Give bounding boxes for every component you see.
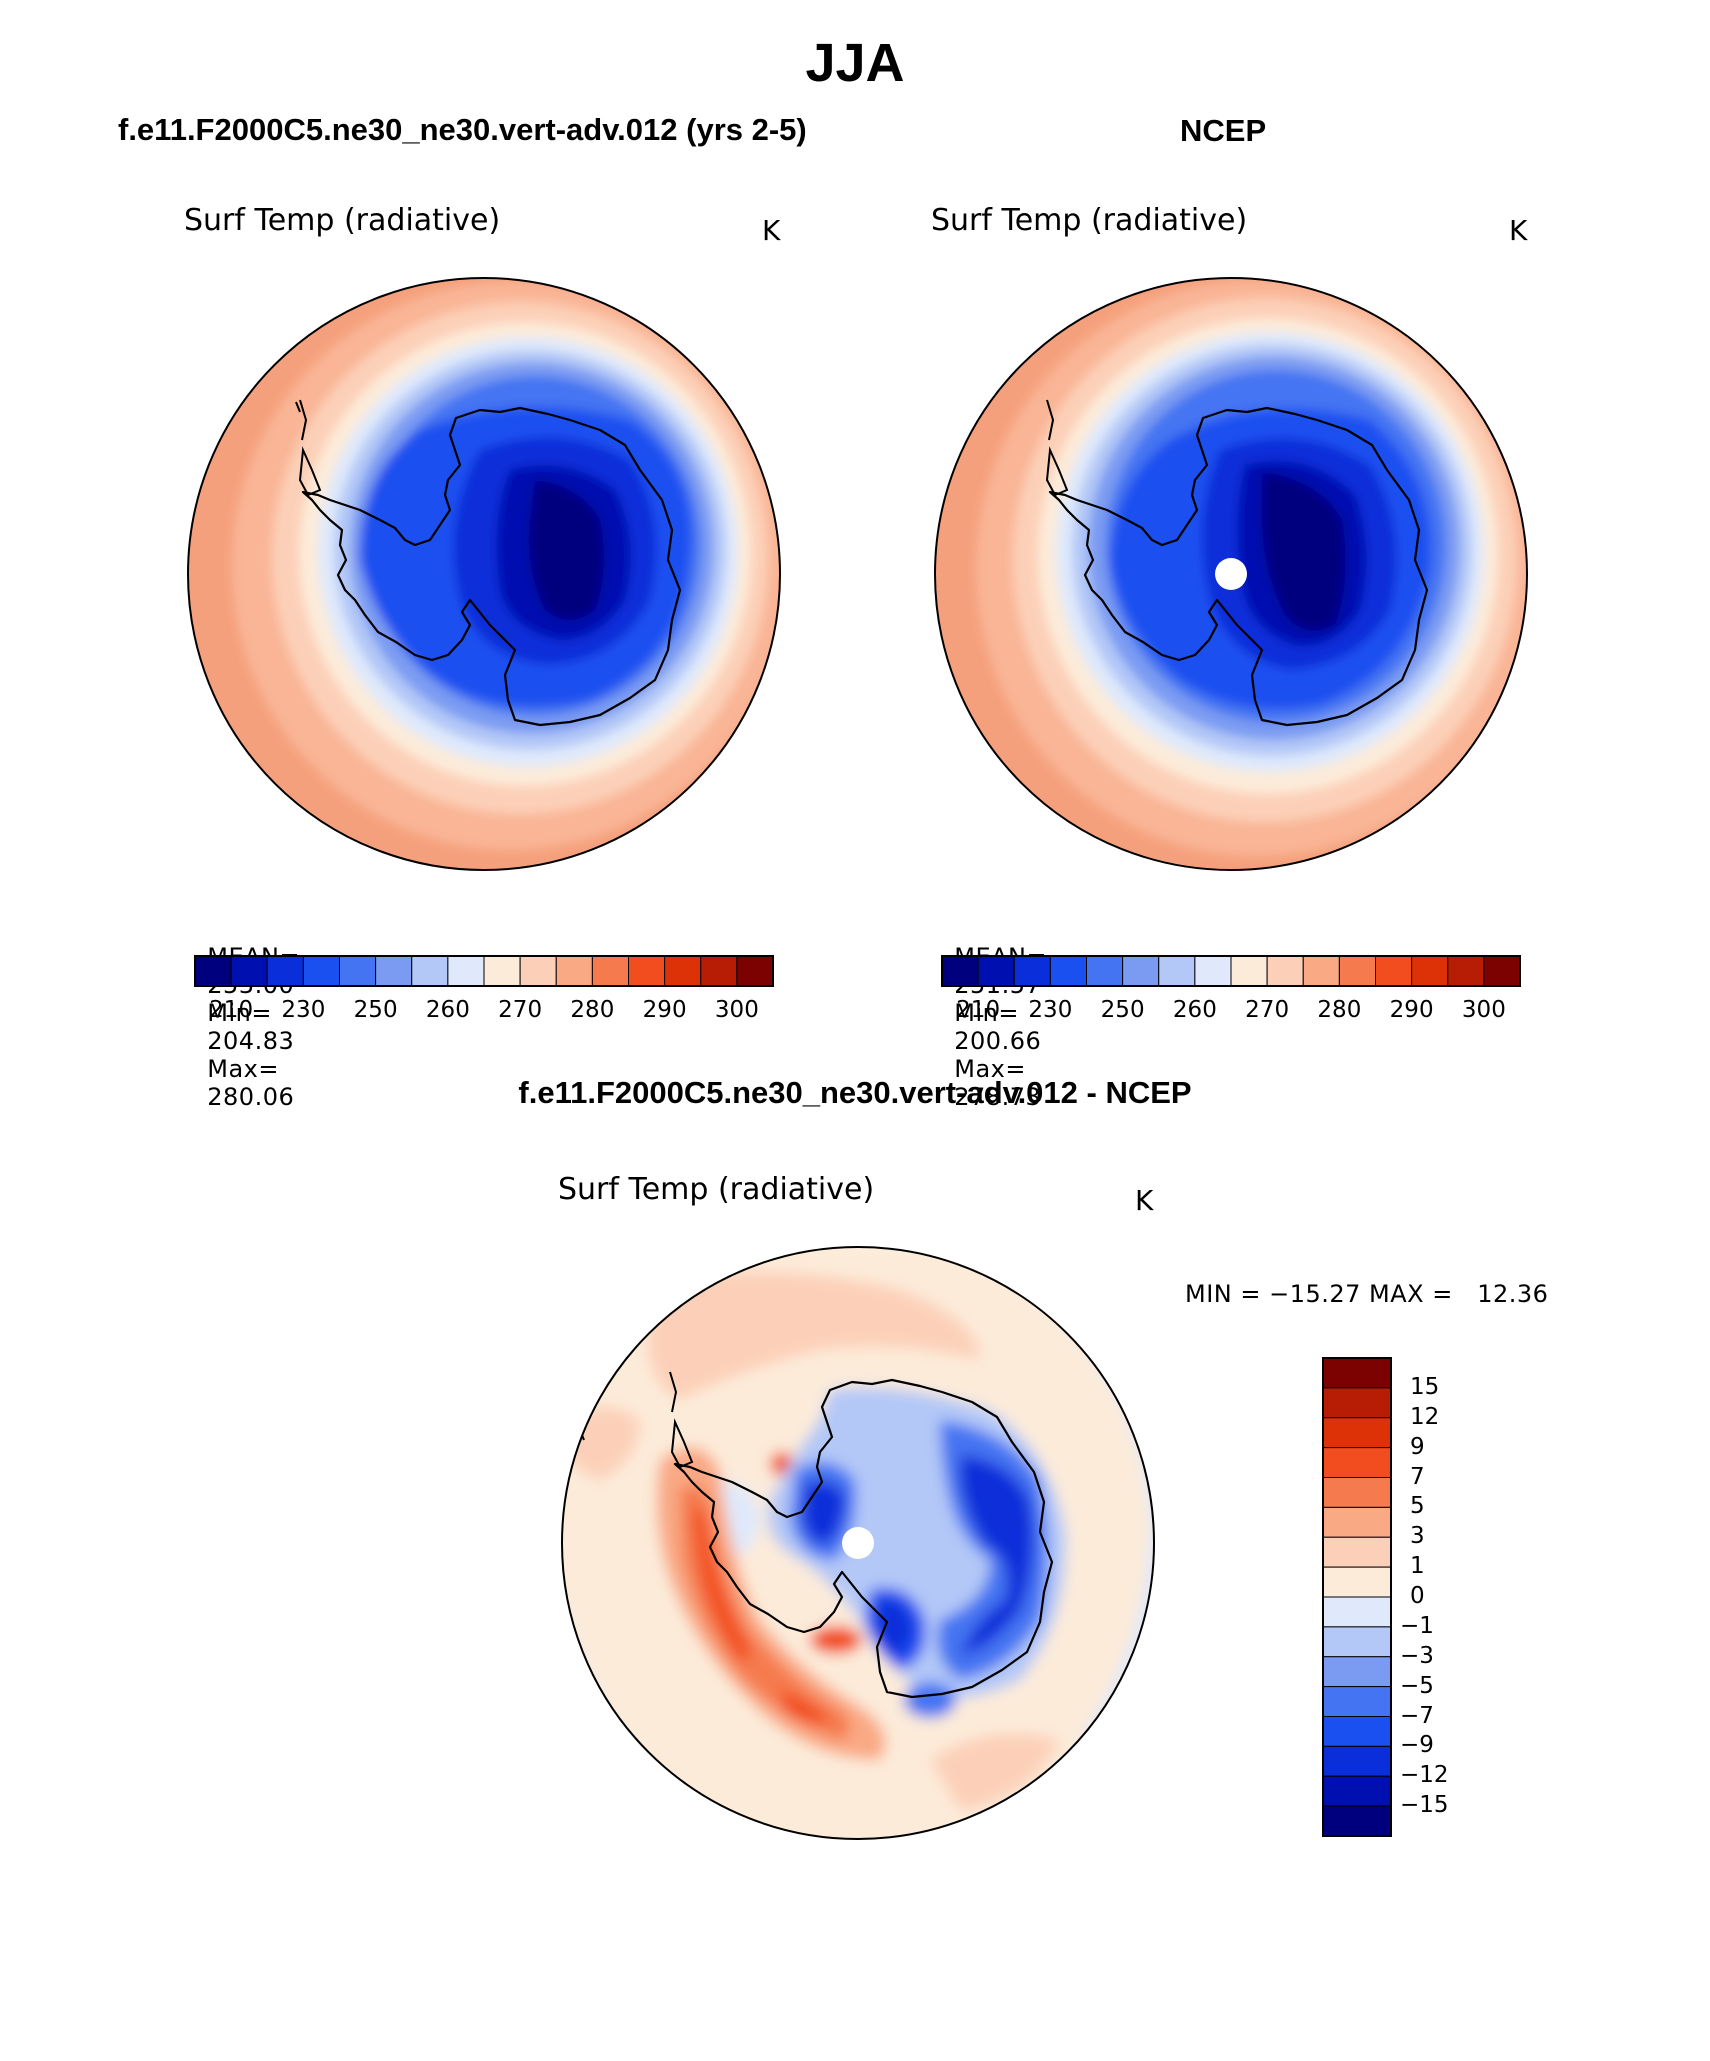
colorbar-tick-label: 7: [1410, 1463, 1425, 1490]
colorbar-tick-label: 230: [1028, 997, 1073, 1023]
colorbar-tick-label: −5: [1400, 1672, 1434, 1699]
colorbar-swatch: [1322, 1566, 1392, 1598]
colorbar-swatch: [1302, 955, 1340, 987]
model-min-value: 204.83: [207, 1027, 295, 1055]
ncep-min-label: Min=: [954, 999, 1019, 1027]
colorbar-swatch: [1322, 1417, 1392, 1449]
colorbar-swatch: [1322, 1387, 1392, 1419]
colorbar-swatch: [1322, 1686, 1392, 1717]
difference-colorbar-ticks: 15 12 9 7 5 3 1 0 −1 −3 −5 −7 −9 −12 −15: [1400, 1357, 1480, 1837]
colorbar-swatch: [1322, 1745, 1392, 1777]
colorbar-swatch: [1086, 955, 1124, 987]
colorbar-tick-label: 300: [714, 997, 759, 1023]
colorbar-swatch: [977, 955, 1015, 987]
colorbar-frame: [1322, 1357, 1392, 1837]
colorbar-swatch: [1322, 1656, 1392, 1688]
colorbar-tick-label: −9: [1400, 1732, 1434, 1759]
colorbar-swatch: [1338, 955, 1376, 987]
colorbar-swatch: [302, 955, 340, 987]
ncep-max-value: 278.73: [954, 1083, 1042, 1111]
colorbar-frame: [194, 955, 774, 987]
colorbar-tick-label: 280: [1317, 997, 1362, 1023]
ncep-colorbar: [941, 955, 1521, 987]
colorbar-tick-label: 300: [1461, 997, 1506, 1023]
colorbar-swatch: [1049, 955, 1087, 987]
colorbar-tick-label: 280: [570, 997, 615, 1023]
colorbar-tick-label: 12: [1410, 1403, 1440, 1430]
difference-minmax-text: MIN = −15.27 MAX = 12.36: [1185, 1280, 1549, 1308]
difference-panel-title: f.e11.F2000C5.ne30_ne30.vert-adv.012 - N…: [518, 1075, 1192, 1110]
colorbar-tick-label: 270: [498, 997, 543, 1023]
model-panel-title: f.e11.F2000C5.ne30_ne30.vert-adv.012 (yr…: [118, 112, 807, 147]
colorbar-tick-label: 210: [209, 997, 254, 1023]
difference-colorbar: [1322, 1357, 1392, 1837]
colorbar-swatch: [375, 955, 413, 987]
colorbar-tick-label: 0: [1410, 1583, 1425, 1609]
colorbar-swatch: [1322, 1536, 1392, 1568]
colorbar-swatch: [1322, 1506, 1392, 1538]
ncep-max-label: Max=: [954, 1055, 1026, 1083]
ncep-colorbar-ticks: 210 230 250 260 270 280 290 300: [942, 997, 1520, 1027]
difference-pole-marker: [842, 1527, 874, 1559]
colorbar-tick-label: −1: [1400, 1612, 1434, 1639]
colorbar-swatch: [1122, 955, 1160, 987]
model-min-label: Min=: [207, 999, 272, 1027]
colorbar-tick-label: 250: [1100, 997, 1145, 1023]
model-max-label: Max=: [207, 1055, 279, 1083]
colorbar-tick-label: 260: [425, 997, 470, 1023]
colorbar-tick-label: 270: [1245, 997, 1290, 1023]
colorbar-swatch: [1230, 955, 1268, 987]
colorbar-swatch: [1322, 1805, 1392, 1837]
ncep-stats: MEAN= 251.57 Min= 200.66 Max= 278.73: [938, 915, 1058, 1111]
model-variable-label: Surf Temp (radiative): [184, 203, 501, 238]
colorbar-tick-label: 290: [1389, 997, 1434, 1023]
ncep-variable-label: Surf Temp (radiative): [931, 203, 1248, 238]
difference-units-label: K: [1135, 1184, 1154, 1217]
difference-variable-label: Surf Temp (radiative): [558, 1172, 875, 1207]
colorbar-tick-label: 1: [1410, 1553, 1425, 1580]
colorbar-tick-label: −12: [1400, 1762, 1449, 1789]
colorbar-tick-label: −7: [1400, 1702, 1434, 1729]
ncep-units-label: K: [1509, 214, 1528, 247]
colorbar-tick-label: 260: [1172, 997, 1217, 1023]
colorbar-tick-label: 9: [1410, 1433, 1425, 1460]
colorbar-swatch: [1194, 955, 1232, 987]
model-max-value: 280.06: [207, 1083, 295, 1111]
colorbar-swatch: [1411, 955, 1449, 987]
colorbar-swatch: [1375, 955, 1413, 987]
colorbar-tick-label: 250: [353, 997, 398, 1023]
colorbar-tick-label: 3: [1410, 1523, 1425, 1550]
colorbar-tick-label: 230: [281, 997, 326, 1023]
colorbar-tick-label: −3: [1400, 1642, 1434, 1669]
colorbar-swatch: [1322, 1596, 1392, 1628]
colorbar-swatch: [1322, 1357, 1392, 1389]
colorbar-tick-label: 290: [642, 997, 687, 1023]
ncep-min-value: 200.66: [954, 1027, 1042, 1055]
colorbar-swatch: [628, 955, 666, 987]
figure-title: JJA: [805, 33, 905, 93]
colorbar-swatch: [1322, 1716, 1392, 1747]
colorbar-tick-label: −15: [1400, 1792, 1449, 1819]
model-units-label: K: [762, 214, 781, 247]
colorbar-tick-label: 210: [956, 997, 1001, 1023]
model-colorbar: [194, 955, 774, 987]
colorbar-tick-label: 5: [1410, 1493, 1425, 1520]
colorbar-swatch: [1322, 1477, 1392, 1508]
colorbar-swatch: [1483, 955, 1521, 987]
ncep-panel-title: NCEP: [1180, 113, 1267, 148]
colorbar-swatch: [1322, 1447, 1392, 1478]
colorbar-frame: [941, 955, 1521, 987]
colorbar-swatch: [591, 955, 629, 987]
colorbar-swatch: [1322, 1626, 1392, 1658]
colorbar-swatch: [1322, 1775, 1392, 1807]
pole-missing-data-marker: [1215, 558, 1247, 590]
colorbar-tick-label: 15: [1410, 1373, 1440, 1400]
model-colorbar-ticks: 210 230 250 260 270 280 290 300: [195, 997, 773, 1027]
